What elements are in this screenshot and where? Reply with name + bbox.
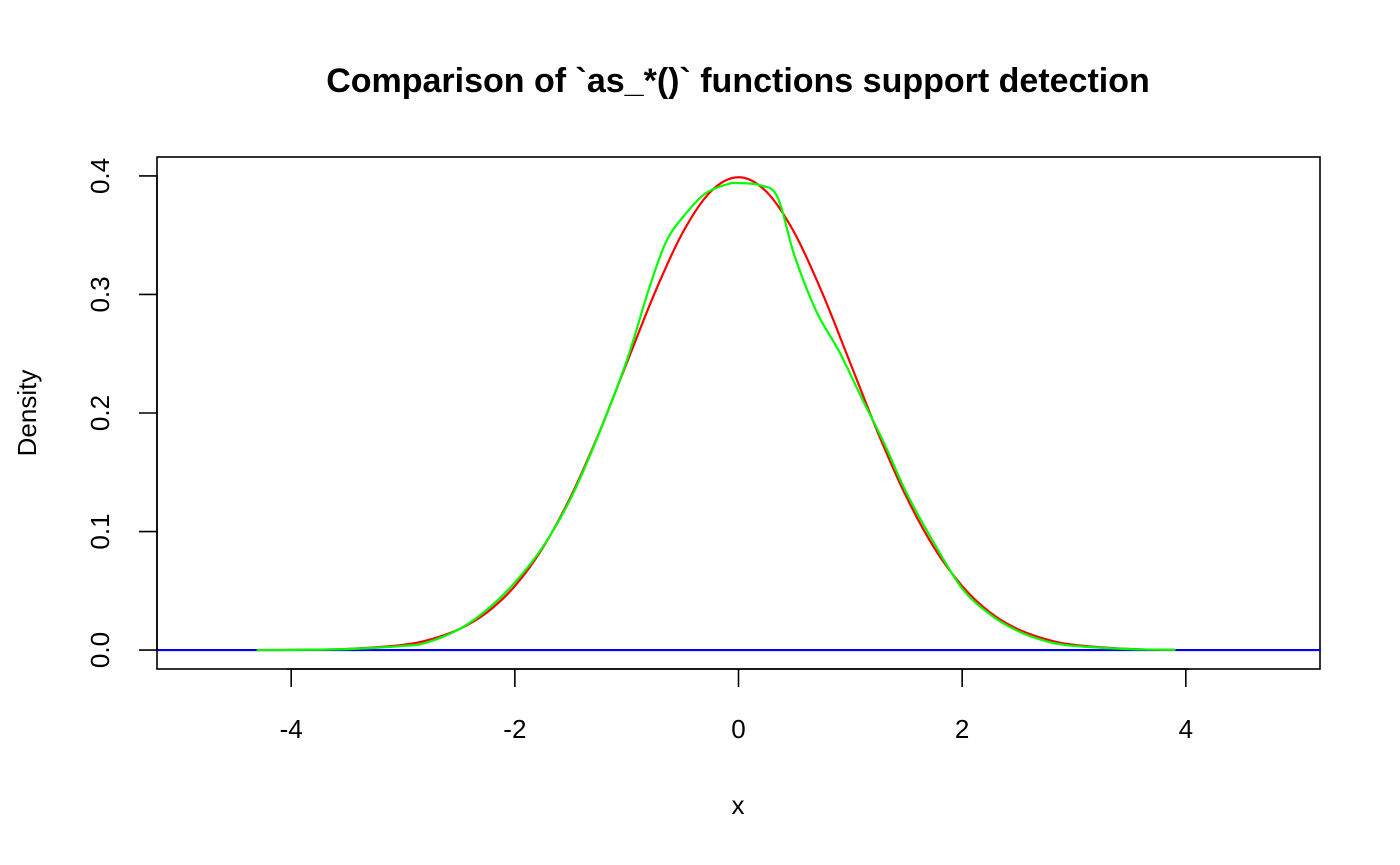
series-line-2 xyxy=(256,176,1176,652)
x-axis: -4 -2 0 2 4 xyxy=(280,668,1193,744)
y-tick-label: 0.1 xyxy=(85,513,115,549)
chart-title: Comparison of `as_*()` functions support… xyxy=(326,62,1150,100)
x-tick-label: -2 xyxy=(503,714,526,744)
y-tick-label: 0.3 xyxy=(85,276,115,312)
series-line-3 xyxy=(256,181,1176,652)
series-layer xyxy=(155,176,1322,652)
plot-frame xyxy=(156,156,1321,670)
y-tick-label: 0.4 xyxy=(85,158,115,194)
plot-area xyxy=(155,156,1322,670)
x-tick-label: -4 xyxy=(280,714,303,744)
x-axis-label: x xyxy=(732,790,745,820)
y-axis: 0.0 0.1 0.2 0.3 0.4 xyxy=(85,158,158,668)
y-axis-label: Density xyxy=(12,370,42,457)
x-tick-label: 0 xyxy=(731,714,745,744)
x-tick-label: 4 xyxy=(1179,714,1193,744)
y-tick-label: 0.2 xyxy=(85,395,115,431)
y-tick-label: 0.0 xyxy=(85,632,115,668)
x-tick-label: 2 xyxy=(955,714,969,744)
